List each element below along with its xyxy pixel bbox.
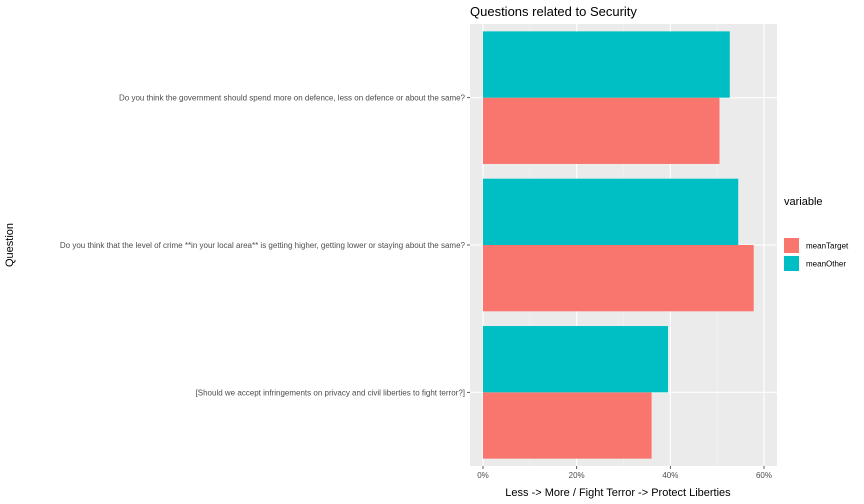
y-axis: Do you think the government should spend… — [60, 94, 470, 397]
x-tick-label: 60% — [756, 471, 772, 480]
bar-meanTarget — [483, 97, 720, 164]
bars — [483, 31, 754, 459]
x-axis-title: Less -> More / Fight Terror -> Protect L… — [505, 487, 731, 499]
legend-key-meanOther — [784, 256, 799, 271]
bar-meanTarget — [483, 245, 754, 312]
x-tick-label: 40% — [662, 471, 678, 480]
chart-title: Questions related to Security — [470, 4, 637, 19]
x-axis: 0% 20% 40% 60% — [477, 466, 772, 480]
bar-meanOther — [483, 326, 668, 393]
y-axis-title: Question — [4, 223, 16, 267]
bar-meanTarget — [483, 392, 652, 459]
bar-meanOther — [483, 178, 739, 245]
bar-meanOther — [483, 31, 730, 98]
x-tick-label: 0% — [477, 471, 489, 480]
y-tick-label: [Should we accept infringements on priva… — [196, 388, 465, 397]
y-tick-label: Do you think the government should spend… — [119, 94, 466, 103]
legend-title: variable — [784, 196, 823, 208]
legend-label-meanTarget: meanTarget — [806, 242, 849, 251]
x-tick-label: 20% — [569, 471, 585, 480]
legend-label-meanOther: meanOther — [806, 260, 846, 269]
legend-key-meanTarget — [784, 238, 799, 253]
legend: variable meanTarget meanOther — [784, 196, 849, 271]
y-tick-label: Do you think that the level of crime **i… — [60, 241, 466, 250]
